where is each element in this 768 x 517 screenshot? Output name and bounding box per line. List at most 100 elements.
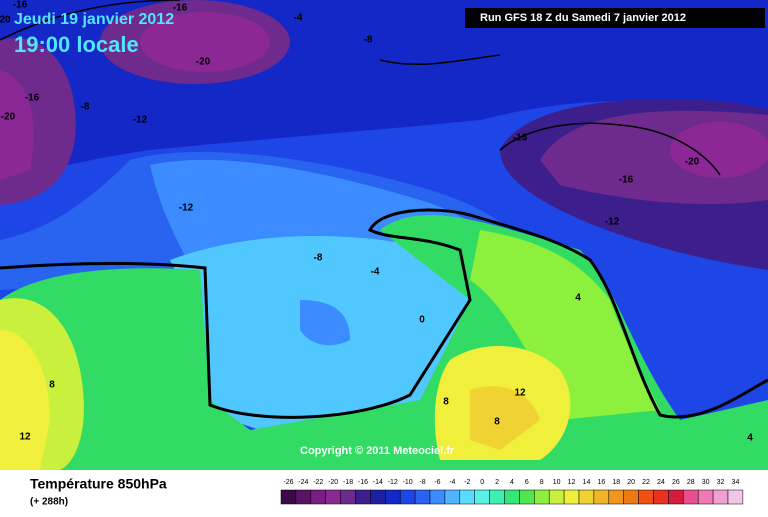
date: Jeudi 19 janvier 2012 <box>14 11 174 28</box>
legend-label: -10 <box>403 479 413 486</box>
contour-label: 0 <box>419 315 425 326</box>
legend-swatch <box>697 489 714 505</box>
legend-swatch <box>280 489 297 505</box>
legend-label: 16 <box>597 479 605 486</box>
copyright: Copyright © 2011 Meteociel.fr <box>300 445 455 457</box>
legend-swatch <box>370 489 386 505</box>
contour-label: -20 <box>1 112 16 123</box>
legend-swatch <box>489 489 505 505</box>
legend-swatch <box>593 489 610 505</box>
legend-label: 0 <box>480 479 484 486</box>
cool-pocket <box>300 300 350 346</box>
legend-swatch <box>727 489 744 505</box>
legend-label: 14 <box>583 479 591 486</box>
run-info: Run GFS 18 Z du Samedi 7 janvier 2012 <box>480 12 686 24</box>
contour-label: -8 <box>364 35 373 46</box>
contour-label: 12 <box>19 432 31 443</box>
legend-swatch <box>712 489 729 505</box>
legend-swatch <box>414 489 431 505</box>
warm-zone <box>0 330 50 470</box>
warm-zone <box>470 386 540 450</box>
contour-label: -12 <box>605 217 620 228</box>
legend-label: 30 <box>702 479 710 486</box>
legend-label: 6 <box>525 479 529 486</box>
legend-label: 4 <box>510 479 514 486</box>
cold-core <box>670 122 768 178</box>
contour-label: 4 <box>747 433 753 444</box>
contour-label: 4 <box>575 293 581 304</box>
legend-label: -2 <box>464 479 470 486</box>
legend-label: -14 <box>373 479 383 486</box>
contour-label: -16 <box>13 0 28 11</box>
legend-swatch <box>459 489 475 505</box>
legend-swatch <box>548 489 565 505</box>
contour-label: 8 <box>494 417 500 428</box>
contour-label: 8 <box>443 397 449 408</box>
legend-swatch <box>638 489 654 505</box>
contour-label: -4 <box>371 267 380 278</box>
contour-label: -8 <box>314 253 323 264</box>
contour-label: -16 <box>25 93 40 104</box>
legend-swatch <box>474 489 490 505</box>
legend-label: -4 <box>449 479 455 486</box>
contour-label: -8 <box>81 102 90 113</box>
legend-label: -16 <box>358 479 368 486</box>
cold-core <box>0 70 34 180</box>
warm-zone <box>470 230 660 420</box>
legend-swatch <box>608 489 624 505</box>
legend-label: 12 <box>568 479 576 486</box>
contour-label: -12 <box>179 203 194 214</box>
isotherm <box>0 0 721 176</box>
legend-swatch <box>578 489 595 505</box>
legend-swatch <box>295 489 312 505</box>
legend-label: -12 <box>388 479 398 486</box>
legend-swatch <box>519 489 535 505</box>
legend-label: 28 <box>687 479 695 486</box>
legend-label: -6 <box>434 479 440 486</box>
legend-swatch <box>653 489 669 505</box>
contour-label: 12 <box>514 388 526 399</box>
local-time: 19:00 locale <box>14 32 139 57</box>
legend-label: 2 <box>495 479 499 486</box>
legend-swatch <box>623 489 639 505</box>
legend-swatch <box>534 489 550 505</box>
contour-label: 8 <box>49 380 55 391</box>
color-legend: -26 -24 -22 -20 -18 -16 -14 -12 -10 -8 -6 -4 -2 0 2 4 6 8… <box>280 479 744 505</box>
legend-swatch <box>504 489 520 505</box>
legend-label: 10 <box>553 479 561 486</box>
legend-swatch <box>340 489 356 505</box>
legend-label: -22 <box>313 479 323 486</box>
contour-label: -20 <box>685 157 700 168</box>
legend-label: -8 <box>419 479 425 486</box>
legend-swatch <box>429 489 446 505</box>
legend-swatch <box>385 489 401 505</box>
lead-time: (+ 288h) <box>30 497 68 508</box>
contour-label: -16 <box>619 175 634 186</box>
zero-isotherm <box>0 208 768 419</box>
legend-swatch <box>668 489 684 505</box>
contour-label: -16 <box>513 133 528 144</box>
legend-label: 18 <box>612 479 620 486</box>
contour-label: -4 <box>294 13 303 24</box>
legend-label: 34 <box>732 479 740 486</box>
legend-label: -20 <box>328 479 338 486</box>
legend-swatch <box>355 489 371 505</box>
legend-swatch <box>325 489 341 505</box>
legend-swatch <box>399 489 416 505</box>
footer-title: Température 850hPa <box>30 476 167 492</box>
contour-label: -20 <box>196 57 211 68</box>
legend-swatch <box>444 489 461 505</box>
legend-label: -24 <box>298 479 308 486</box>
run-box <box>465 8 765 28</box>
legend-label: 22 <box>642 479 650 486</box>
legend-swatch <box>683 489 699 505</box>
contour-label: -12 <box>133 115 148 126</box>
cold-core <box>140 12 270 72</box>
legend-swatch <box>310 489 326 505</box>
contour-label: 20 <box>0 15 11 26</box>
legend-label: -18 <box>343 479 353 486</box>
legend-label: 24 <box>657 479 665 486</box>
legend-label: 20 <box>627 479 635 486</box>
